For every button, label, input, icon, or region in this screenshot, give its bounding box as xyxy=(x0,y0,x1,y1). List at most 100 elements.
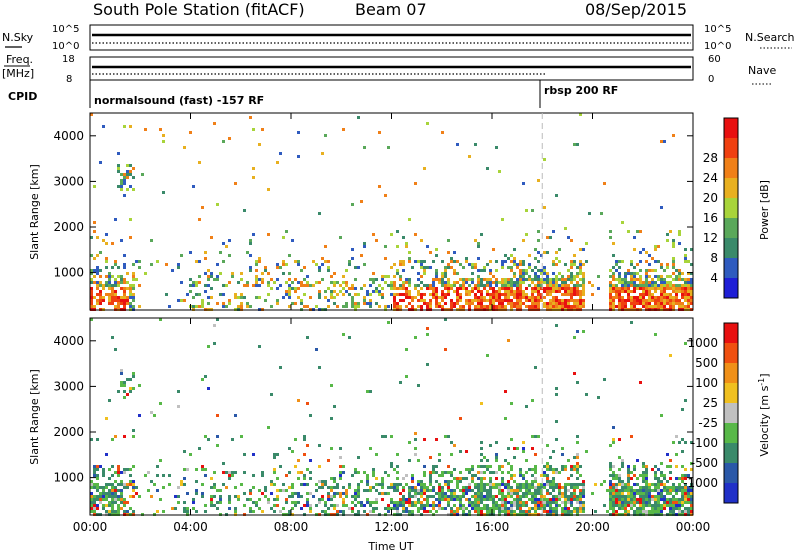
heatmap-cell xyxy=(129,468,132,471)
heatmap-cell xyxy=(507,293,510,296)
heatmap-cell xyxy=(426,495,429,498)
heatmap-cell xyxy=(627,477,630,480)
heatmap-cell xyxy=(90,498,93,501)
heatmap-cell xyxy=(342,486,345,489)
heatmap-cell xyxy=(684,510,687,513)
heatmap-cell xyxy=(663,290,666,293)
heatmap-cell xyxy=(684,399,687,402)
heatmap-cell xyxy=(681,486,684,489)
heatmap-cell xyxy=(255,284,258,287)
heatmap-cell xyxy=(111,504,114,507)
heatmap-cell xyxy=(690,284,693,287)
heatmap-cell xyxy=(375,302,378,305)
heatmap-cell xyxy=(525,209,528,212)
heatmap-cell xyxy=(450,507,453,510)
heatmap-cell xyxy=(483,266,486,269)
heatmap-cell xyxy=(444,293,447,296)
colorbar-segment xyxy=(724,383,738,403)
heatmap-cell xyxy=(537,269,540,272)
heatmap-cell xyxy=(480,477,483,480)
heatmap-cell xyxy=(273,498,276,501)
heatmap-cell xyxy=(465,281,468,284)
heatmap-cell xyxy=(318,266,321,269)
heatmap-cell xyxy=(234,495,237,498)
heatmap-cell xyxy=(504,498,507,501)
heatmap-cell xyxy=(582,293,585,296)
heatmap-cell xyxy=(123,498,126,501)
colorbar-segment xyxy=(724,198,738,218)
heatmap-cell xyxy=(495,507,498,510)
heatmap-cell xyxy=(267,272,270,275)
heatmap-cell xyxy=(207,302,210,305)
heatmap-cell xyxy=(270,393,273,396)
heatmap-cell xyxy=(333,281,336,284)
heatmap-cell xyxy=(540,474,543,477)
heatmap-cell xyxy=(117,471,120,474)
heatmap-cell xyxy=(546,489,549,492)
heatmap-cell xyxy=(99,486,102,489)
heatmap-cell xyxy=(591,284,594,287)
heatmap-cell xyxy=(375,477,378,480)
heatmap-cell xyxy=(684,260,687,263)
heatmap-cell xyxy=(408,284,411,287)
x-tick-label: 00:00 xyxy=(676,520,711,534)
heatmap-cell xyxy=(672,486,675,489)
heatmap-cell xyxy=(543,158,546,161)
heatmap-cell xyxy=(564,293,567,296)
heatmap-cell xyxy=(342,510,345,513)
heatmap-cell xyxy=(420,486,423,489)
heatmap-cell xyxy=(483,269,486,272)
heatmap-cell xyxy=(549,305,552,308)
heatmap-cell xyxy=(309,296,312,299)
heatmap-cell xyxy=(369,510,372,513)
heatmap-cell xyxy=(411,477,414,480)
heatmap-cell xyxy=(573,372,576,375)
heatmap-cell xyxy=(681,305,684,308)
heatmap-cell xyxy=(471,507,474,510)
heatmap-cell xyxy=(531,486,534,489)
heatmap-cell xyxy=(414,495,417,498)
heatmap-cell xyxy=(177,495,180,498)
heatmap-cell xyxy=(117,284,120,287)
heatmap-cell xyxy=(519,302,522,305)
heatmap-cell xyxy=(495,459,498,462)
heatmap-cell xyxy=(249,489,252,492)
heatmap-cell xyxy=(231,471,234,474)
heatmap-cell xyxy=(192,296,195,299)
heatmap-cell xyxy=(444,480,447,483)
heatmap-cell xyxy=(543,465,546,468)
colorbar-tick-label: -25 xyxy=(698,416,718,430)
heatmap-cell xyxy=(561,275,564,278)
heatmap-cell xyxy=(525,489,528,492)
heatmap-cell xyxy=(549,498,552,501)
heatmap-cell xyxy=(684,278,687,281)
heatmap-cell xyxy=(441,284,444,287)
heatmap-cell xyxy=(504,305,507,308)
heatmap-cell xyxy=(390,465,393,468)
heatmap-cell xyxy=(489,305,492,308)
heatmap-cell xyxy=(627,287,630,290)
heatmap-cell xyxy=(297,501,300,504)
heatmap-cell xyxy=(441,131,444,134)
heatmap-cell xyxy=(639,495,642,498)
nave-label: Nave xyxy=(748,64,776,77)
heatmap-cell xyxy=(447,290,450,293)
heatmap-cell xyxy=(531,296,534,299)
heatmap-cell xyxy=(456,296,459,299)
heatmap-cell xyxy=(573,483,576,486)
heatmap-cell xyxy=(294,504,297,507)
heatmap-cell xyxy=(396,272,399,275)
heatmap-cell xyxy=(645,474,648,477)
heatmap-cell xyxy=(264,486,267,489)
heatmap-cell xyxy=(438,459,441,462)
heatmap-cell xyxy=(663,495,666,498)
heatmap-cell xyxy=(381,287,384,290)
heatmap-cell xyxy=(111,495,114,498)
heatmap-cell xyxy=(555,290,558,293)
heatmap-cell xyxy=(267,188,270,191)
heatmap-cell xyxy=(522,477,525,480)
heatmap-cell xyxy=(672,242,675,245)
heatmap-cell xyxy=(669,465,672,468)
